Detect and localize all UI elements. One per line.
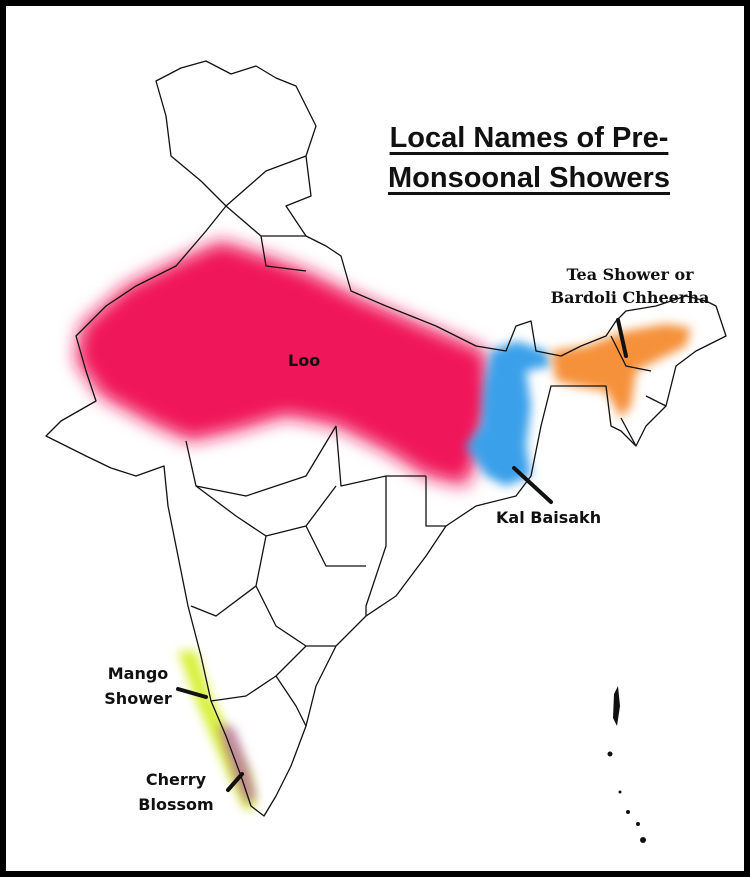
map-frame: Local Names of Pre- Monsoonal Showers Lo… [6,6,744,871]
label-mango-shower-line-2: Shower [104,688,172,708]
region-kal-baisakh [466,341,551,486]
label-tea-shower-line-2: Bardoli Chheerha [550,288,710,308]
title-line-2: Monsoonal Showers [388,162,670,195]
label-kal-baisakh: Kal Baisakh [496,508,602,527]
title-line-1: Local Names of Pre- [389,122,669,154]
region-tea-shower [551,324,691,418]
label-cherry-blossom-line-1: Cherry [145,770,207,789]
label-mango-shower-line-1: Mango [107,664,169,683]
label-tea-shower-line-1: Tea Shower or [566,265,694,284]
islands [607,686,646,843]
india-outline [45,60,727,817]
map-title: Local Names of Pre- Monsoonal Showers [374,118,684,198]
label-loo: Loo [288,351,321,370]
label-mango-shower: Mango Shower [98,662,178,712]
region-loo [76,241,491,486]
india-map [45,60,727,843]
label-cherry-blossom-line-2: Blossom [138,794,214,814]
label-cherry-blossom: Cherry Blossom [136,768,216,818]
leader-lines [176,318,628,792]
label-tea-shower: Tea Shower or Bardoli Chheerha [530,263,730,309]
